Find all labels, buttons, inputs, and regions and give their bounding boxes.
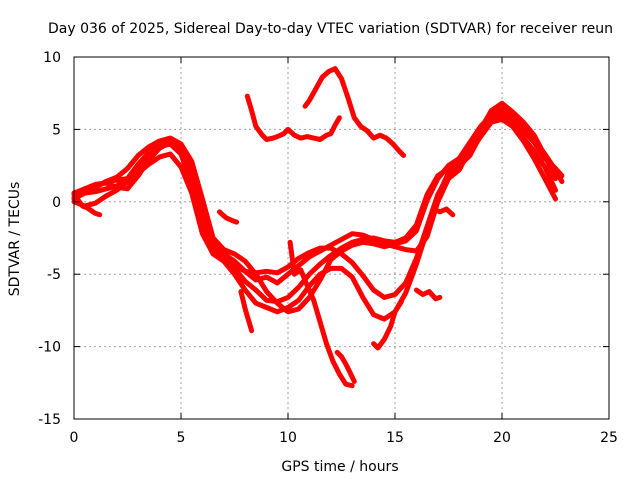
y-tick-label: 10: [43, 50, 61, 66]
series-track-9: [238, 289, 255, 334]
plot-frame: [73, 56, 610, 420]
x-tick-label: 15: [386, 430, 404, 446]
y-tick-label: -10: [38, 340, 61, 356]
x-tick-label: 0: [70, 430, 79, 446]
series-track-8: [302, 66, 407, 158]
x-tick-label: 10: [279, 430, 297, 446]
series-track-12: [371, 299, 404, 351]
series-track-5: [71, 112, 558, 300]
series-track-14: [431, 206, 456, 218]
y-tick-label: 0: [52, 195, 61, 211]
y-tick-label: 5: [52, 122, 61, 138]
series-track-13: [413, 287, 443, 302]
x-tick-label: 25: [600, 430, 618, 446]
x-tick-label: 20: [493, 430, 511, 446]
y-axis-label: SDTVAR / TECUs: [7, 182, 23, 297]
series-track-10: [287, 239, 355, 389]
y-tick-label: -5: [47, 267, 61, 283]
series-layer: [71, 66, 565, 389]
x-axis-label: GPS time / hours: [281, 459, 398, 475]
axis-ticks: 0 5 10 15 20 25 -15 -10 -5 0 5 10: [38, 50, 618, 446]
x-tick-label: 5: [177, 430, 186, 446]
series-track-6: [71, 190, 103, 218]
series-track-7: [244, 93, 342, 142]
chart-title: Day 036 of 2025, Sidereal Day-to-day VTE…: [48, 21, 613, 37]
series-track-15: [217, 209, 240, 225]
series-track-11: [334, 349, 357, 384]
y-tick-label: -15: [38, 412, 61, 428]
